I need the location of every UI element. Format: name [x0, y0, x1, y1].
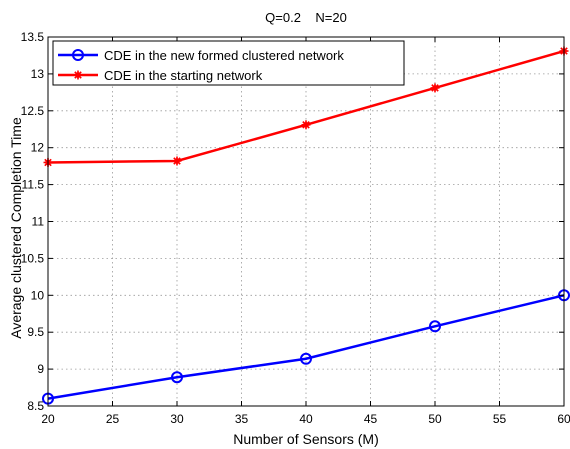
x-tick-label: 60	[557, 412, 570, 426]
y-tick-label: 10.5	[21, 251, 45, 265]
data-point	[301, 120, 311, 130]
x-tick-label: 55	[493, 412, 507, 426]
marker-stroke	[74, 71, 82, 79]
ticks: 20 25 30 35 40 45 50 55 60 8.5 9 9.5 10 10.5 11 11.5 12 1…	[21, 30, 570, 426]
data-point	[300, 352, 312, 365]
x-tick-label: 45	[364, 412, 378, 426]
y-tick-label: 8.5	[27, 399, 44, 413]
legend-label: CDE in the new formed clustered network	[104, 48, 344, 63]
legend-marker	[72, 49, 84, 61]
chart-title: Q=0.2 N=20	[265, 10, 347, 25]
data-point	[430, 83, 440, 93]
x-tick-label: 50	[428, 412, 442, 426]
x-tick-label: 20	[41, 412, 55, 426]
legend-box	[52, 40, 405, 86]
marker-stroke	[173, 157, 181, 165]
y-tick-label: 11.5	[22, 178, 45, 192]
legend: CDE in the new formed clustered network C…	[52, 40, 405, 86]
y-tick-label: 9.5	[27, 325, 44, 339]
x-tick-label: 25	[106, 412, 120, 426]
data-point	[429, 320, 441, 333]
legend-item-0: CDE in the new formed clustered network	[58, 48, 344, 63]
y-axis-label: Average clustered Completion Time	[8, 117, 24, 339]
y-tick-label: 10	[31, 288, 45, 302]
legend-label: CDE in the starting network	[104, 68, 263, 83]
data-point	[171, 371, 183, 384]
y-tick-label: 12.5	[21, 104, 45, 118]
legend-marker	[73, 70, 83, 80]
y-tick-label: 13	[31, 67, 45, 81]
x-tick-label: 30	[170, 412, 184, 426]
marker-stroke	[431, 84, 439, 92]
data-point	[172, 156, 182, 166]
x-axis-label: Number of Sensors (M)	[233, 431, 378, 447]
y-tick-label: 13.5	[21, 30, 45, 44]
x-tick-label: 35	[235, 412, 249, 426]
series-line	[47, 294, 565, 400]
grid	[48, 37, 564, 406]
y-tick-label: 11	[32, 215, 45, 229]
marker-stroke	[302, 121, 310, 129]
y-tick-label: 12	[31, 141, 45, 155]
legend-item-1: CDE in the starting network	[58, 68, 263, 83]
y-tick-label: 9	[37, 362, 44, 376]
x-tick-label: 40	[299, 412, 313, 426]
